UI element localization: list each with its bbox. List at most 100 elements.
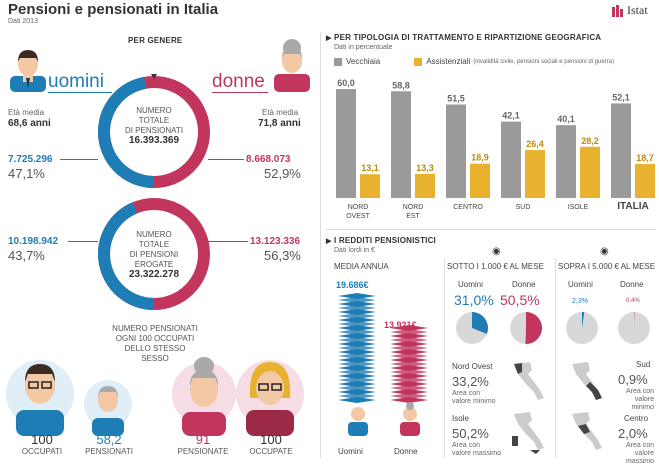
figure-label: OCCUPATI	[14, 447, 70, 456]
figure-employed-men: 100 OCCUPATI	[14, 432, 70, 456]
category-label: CENTRO	[453, 204, 483, 211]
type-section-title: ▶ PER TIPOLOGIA DI TRATTAMENTO E RIPARTI…	[326, 33, 601, 42]
bar-old-age	[391, 91, 411, 198]
bar-welfare	[635, 164, 655, 198]
italy-map-south-icon	[566, 360, 606, 404]
women-age-value: 71,8 anni	[258, 118, 301, 129]
italy-map-center-icon	[566, 410, 606, 454]
income-man-icon	[348, 407, 368, 436]
istat-logo-icon	[612, 5, 624, 17]
category-label: NORD	[403, 204, 424, 211]
men-avg-value: 19.686€	[336, 280, 369, 290]
figure-label: PENSIONATI	[78, 447, 140, 456]
bar-old-age	[336, 89, 356, 198]
bar-value-label: 18,7	[636, 153, 654, 163]
bar-welfare	[415, 174, 435, 198]
donut2-total: 23.322.278	[118, 270, 190, 280]
bar-value-label: 28,2	[581, 136, 599, 146]
low-men-pct: 31,0%	[454, 292, 494, 308]
bar-old-age	[501, 122, 521, 198]
legend-swatch-welfare	[414, 58, 422, 66]
italy-map-northwest-icon	[508, 360, 548, 404]
high-income-title: SOPRA I 5.000 € AL MESE	[558, 262, 655, 271]
men-age-label: Età media	[8, 108, 44, 117]
income-men-label: Uomini	[338, 447, 363, 456]
figure-pensioner-women: 91 PENSIONATE	[172, 432, 234, 456]
figure-value: 91	[172, 432, 234, 447]
category-label: NORD	[348, 204, 369, 211]
istat-logo: Istat	[612, 3, 648, 18]
figure-value: 100	[240, 432, 302, 447]
woman-avatar-icon	[272, 34, 312, 92]
donut2-center: NUMERO TOTALE DI PENSIONI EROGATE 23.322…	[118, 230, 190, 280]
women-age-label: Età media	[262, 108, 298, 117]
bar-value-label: 52,1	[612, 92, 630, 102]
figure-label: PENSIONATE	[172, 447, 234, 456]
figure-value: 100	[14, 432, 70, 447]
high-income-bag-icon: ◉	[600, 246, 609, 257]
income-section-subtitle: Dati lordi in €	[334, 247, 375, 254]
bar-value-label: 51,5	[447, 94, 465, 104]
low-women-pie	[508, 310, 544, 346]
triangle-bullet-icon: ▶	[326, 35, 332, 42]
donut1-total: 16.393.369	[118, 136, 190, 146]
page-subtitle: Dati 2013	[8, 18, 38, 25]
donut2-women-pct: 56,3%	[264, 248, 301, 263]
donut1-women-pct: 52,9%	[264, 166, 301, 181]
figure-employed-women: 100 OCCUPATE	[240, 432, 302, 456]
bar-welfare	[525, 150, 545, 198]
category-label: SUD	[516, 204, 531, 211]
gender-section-title: PER GENERE	[128, 36, 182, 45]
low-income-title: SOTTO I 1.000 € AL MESE	[447, 262, 544, 271]
man-avatar	[8, 46, 48, 97]
bar-value-label: 42,1	[502, 111, 520, 121]
avg-label: MEDIA ANNUA	[334, 262, 389, 271]
woman-avatar	[272, 34, 312, 97]
page-title: Pensioni e pensionati in Italia	[8, 1, 218, 18]
bar-value-label: 26,4	[526, 139, 544, 149]
type-bar-chart: 60,013,1NORDOVEST58,813,3NORDEST51,518,9…	[326, 70, 656, 226]
high-men-pct: 2,3%	[572, 298, 588, 305]
category-label: OVEST	[346, 213, 370, 220]
type-legend: Vecchiaia Assistenziali (invalidità civi…	[334, 57, 614, 66]
bar-old-age	[446, 105, 466, 198]
income-woman-icon	[400, 402, 420, 436]
donut1-men-value: 7.725.296	[8, 154, 53, 165]
high-women-pct: 0,4%	[626, 298, 640, 304]
low-income-bag-icon: ◉	[492, 246, 501, 257]
income-bar-segment	[390, 325, 428, 331]
man-avatar-icon	[8, 46, 48, 92]
bar-value-label: 13,3	[416, 163, 434, 173]
bar-welfare	[580, 147, 600, 198]
figure-label: OCCUPATE	[240, 447, 302, 456]
type-section-subtitle: Dati in percentuale	[334, 44, 392, 51]
high-men-pie	[564, 310, 600, 346]
income-women-label: Donne	[394, 447, 418, 456]
donut1-women-value: 8.668.073	[246, 154, 291, 165]
bar-value-label: 58,8	[392, 80, 410, 90]
category-label: ITALIA	[617, 201, 648, 212]
category-label: ISOLE	[568, 204, 589, 211]
income-bar-chart	[334, 290, 444, 450]
bar-value-label: 18,9	[471, 153, 489, 163]
low-men-pie	[454, 310, 490, 346]
income-bar-segment	[338, 293, 376, 299]
donut1-center: NUMERO TOTALE DI PENSIONATI 16.393.369	[118, 106, 190, 146]
category-label: EST	[406, 213, 420, 220]
istat-logo-text: Istat	[627, 3, 648, 18]
figure-pensioner-men: 58,2 PENSIONATI	[78, 432, 140, 456]
bar-welfare	[470, 164, 490, 198]
triangle-bullet-icon: ▶	[326, 238, 332, 245]
low-women-pct: 50,5%	[500, 292, 540, 308]
employed-man-icon	[6, 360, 74, 436]
high-women-pie	[616, 310, 652, 346]
bar-old-age	[556, 125, 576, 198]
bar-welfare	[360, 174, 380, 198]
pensioner-man-icon	[84, 380, 132, 436]
pie-slice	[525, 312, 542, 344]
income-section-title: ▶ I REDDITI PENSIONISTICI	[326, 236, 436, 245]
figure-value: 58,2	[78, 432, 140, 447]
bar-old-age	[611, 103, 631, 198]
donut2-men-pct: 43,7%	[8, 248, 45, 263]
figures-illustration	[4, 352, 316, 436]
